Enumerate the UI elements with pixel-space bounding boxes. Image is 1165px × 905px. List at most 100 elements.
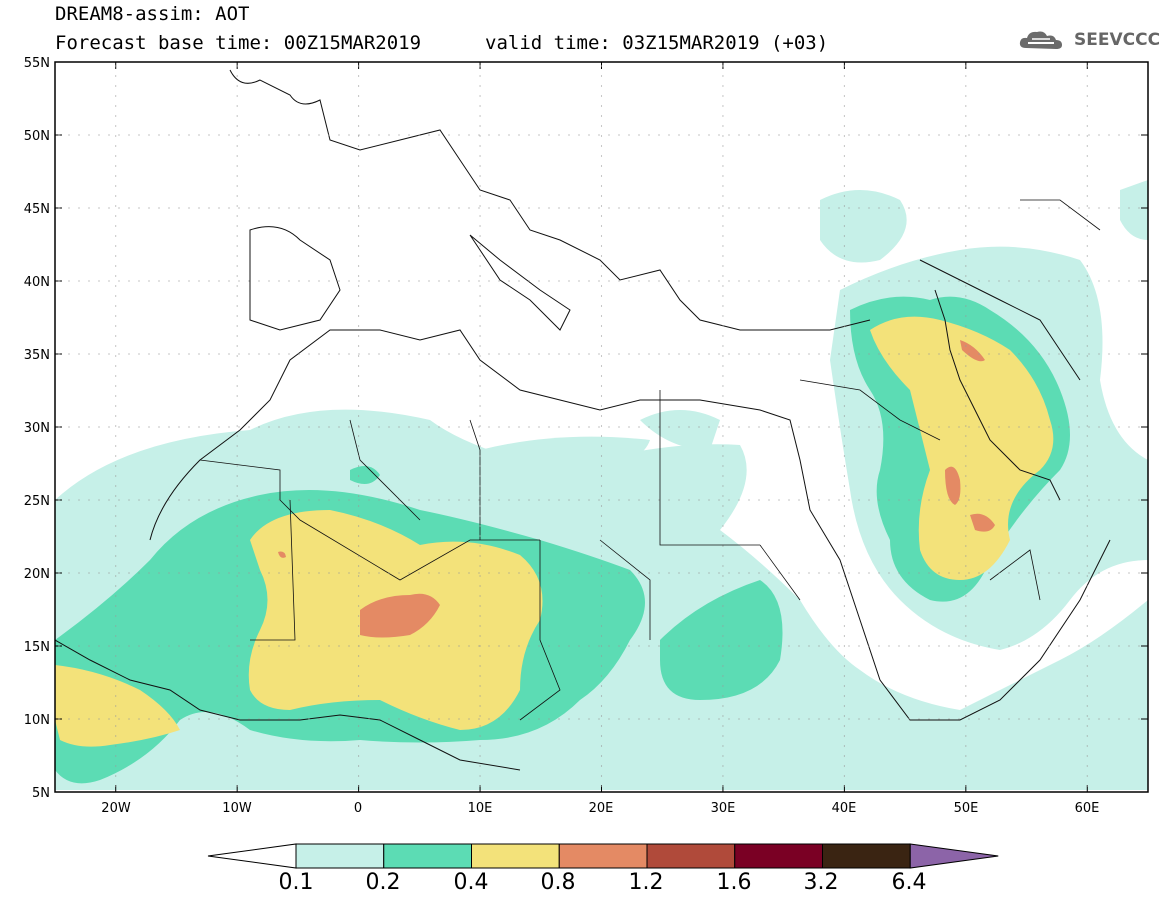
graticule-dot <box>722 765 724 767</box>
graticule-dot <box>518 426 520 428</box>
graticule-dot <box>528 353 530 355</box>
graticule-dot <box>1038 645 1040 647</box>
graticule-dot <box>928 353 930 355</box>
graticule-dot <box>722 475 724 477</box>
graticule-dot <box>478 426 480 428</box>
graticule-dot <box>843 445 845 447</box>
graticule-dot <box>758 718 760 720</box>
graticule-dot <box>128 645 130 647</box>
graticule-dot <box>722 195 724 197</box>
graticule-dot <box>938 207 940 209</box>
graticule-dot <box>448 572 450 574</box>
graticule-dot <box>479 285 481 287</box>
graticule-dot <box>328 572 330 574</box>
graticule-dot <box>948 499 950 501</box>
graticule-dot <box>758 426 760 428</box>
graticule-dot <box>238 280 240 282</box>
graticule-dot <box>328 499 330 501</box>
graticule-dot <box>338 645 340 647</box>
graticule-dot <box>965 745 967 747</box>
graticule-dot <box>479 185 481 187</box>
graticule-dot <box>358 105 360 107</box>
graticule-dot <box>1086 755 1088 757</box>
graticule-dot <box>618 134 620 136</box>
graticule-dot <box>278 207 280 209</box>
graticule-dot <box>479 595 481 597</box>
graticule-dot <box>468 645 470 647</box>
graticule-dot <box>1086 505 1088 507</box>
colorbar-box <box>558 843 648 869</box>
graticule-dot <box>479 575 481 577</box>
graticule-dot <box>398 134 400 136</box>
graticule-dot <box>115 555 117 557</box>
graticule-dot <box>600 665 603 667</box>
colorbar-label: 3.2 <box>803 870 839 895</box>
graticule-dot <box>628 645 630 647</box>
graticule-dot <box>738 207 740 209</box>
graticule-dot <box>848 572 850 574</box>
graticule-dot <box>1086 615 1088 617</box>
graticule-dot <box>628 426 630 428</box>
graticule-dot <box>1078 207 1080 209</box>
graticule-dot <box>988 718 990 720</box>
graticule-dot <box>600 435 603 437</box>
graticule-dot <box>438 207 440 209</box>
graticule-dot <box>848 499 850 501</box>
graticule-dot <box>843 555 845 557</box>
graticule-dot <box>468 499 470 501</box>
graticule-dot <box>236 125 238 127</box>
graticule-dot <box>198 280 200 282</box>
valid-time-label: valid time: 03Z15MAR2019 (+03) <box>485 32 829 54</box>
graticule-dot <box>1138 280 1140 282</box>
graticule-dot <box>1038 426 1040 428</box>
graticule-dot <box>858 645 860 647</box>
graticule-dot <box>648 572 650 574</box>
graticule-dot <box>479 555 481 557</box>
graticule-dot <box>358 645 360 647</box>
graticule-dot <box>248 499 250 501</box>
graticule-dot <box>598 718 600 720</box>
graticule-dot <box>558 645 560 647</box>
graticule-dot <box>479 425 481 427</box>
graticule-dot <box>115 175 117 177</box>
graticule-dot <box>418 280 420 282</box>
graticule-dot <box>588 426 590 428</box>
graticule-dot <box>358 95 360 97</box>
colorbar-label: 6.4 <box>891 870 927 895</box>
graticule-dot <box>358 625 360 627</box>
graticule-dot <box>408 353 410 355</box>
graticule-dot <box>236 745 238 747</box>
graticule-dot <box>843 655 845 657</box>
graticule-dot <box>115 455 117 457</box>
graticule-dot <box>478 645 480 647</box>
graticule-dot <box>1048 499 1050 501</box>
graticule-dot <box>479 705 481 707</box>
graticule-dot <box>600 185 603 187</box>
graticule-dot <box>479 295 481 297</box>
graticule-dot <box>378 572 380 574</box>
graticule-dot <box>965 145 967 147</box>
graticule-dot <box>1086 455 1088 457</box>
graticule-dot <box>58 499 60 501</box>
graticule-dot <box>600 785 603 787</box>
graticule-dot <box>600 425 603 427</box>
graticule-dot <box>1086 305 1088 307</box>
graticule-dot <box>948 280 950 282</box>
graticule-dot <box>618 207 620 209</box>
graticule-dot <box>448 280 450 282</box>
graticule-dot <box>236 675 238 677</box>
graticule-dot <box>608 280 610 282</box>
graticule-dot <box>115 405 117 407</box>
graticule-dot <box>965 665 967 667</box>
graticule-dot <box>965 655 967 657</box>
base-time-label: Forecast base time: 00Z15MAR2019 <box>55 32 422 54</box>
graticule-dot <box>479 525 481 527</box>
graticule-dot <box>968 280 970 282</box>
graticule-dot <box>188 280 190 282</box>
graticule-dot <box>188 499 190 501</box>
graticule-dot <box>708 426 710 428</box>
graticule-dot <box>1128 280 1130 282</box>
graticule-dot <box>498 499 500 501</box>
graticule-dot <box>479 545 481 547</box>
graticule-dot <box>388 280 390 282</box>
